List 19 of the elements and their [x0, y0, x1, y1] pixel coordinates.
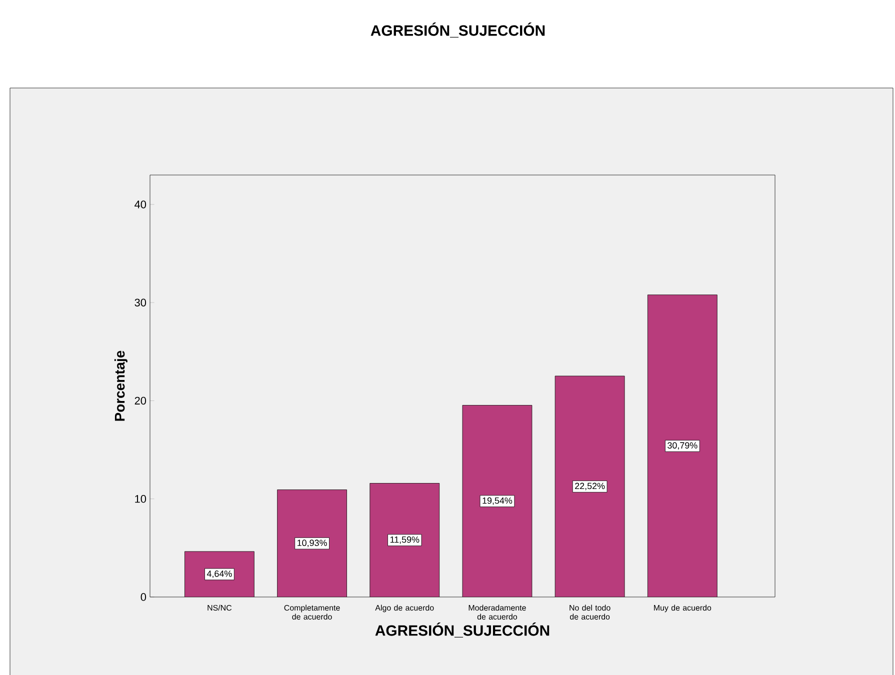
- data-label: 11,59%: [390, 536, 420, 544]
- y-tick-label: 30: [134, 298, 146, 306]
- y-tick-label: 10: [135, 494, 146, 503]
- bar: [277, 490, 347, 597]
- y-tick-label: 20: [134, 396, 146, 405]
- bar: [370, 483, 440, 597]
- y-tick-label: 0: [140, 593, 146, 601]
- data-label: 19,54%: [482, 497, 512, 505]
- y-tick-label: 40: [134, 200, 146, 208]
- data-label: 4,64%: [206, 570, 232, 578]
- y-axis-title: Porcentaje: [114, 350, 128, 421]
- data-label: 10,93%: [298, 540, 327, 548]
- data-label: 30,79%: [668, 442, 698, 450]
- bar: [554, 376, 625, 597]
- data-label: 22,52%: [575, 482, 605, 490]
- chart-title: AGRESIÓN_SUJECCIÓN: [370, 22, 545, 38]
- bar: [647, 294, 718, 597]
- bar: [462, 405, 532, 597]
- x-axis-title: AGRESIÓN_SUJECCIÓN: [375, 622, 550, 638]
